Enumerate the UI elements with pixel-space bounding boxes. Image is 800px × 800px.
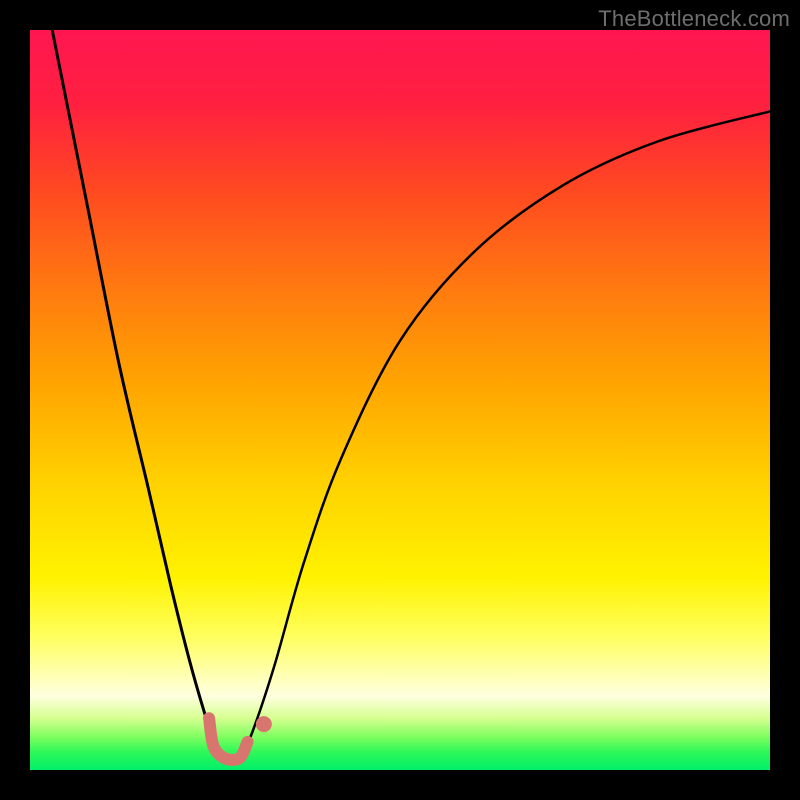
u-marker-dot <box>256 716 272 732</box>
chart-stage: TheBottleneck.com <box>0 0 800 800</box>
watermark-text: TheBottleneck.com <box>598 6 790 32</box>
bottleneck-chart <box>0 0 800 800</box>
